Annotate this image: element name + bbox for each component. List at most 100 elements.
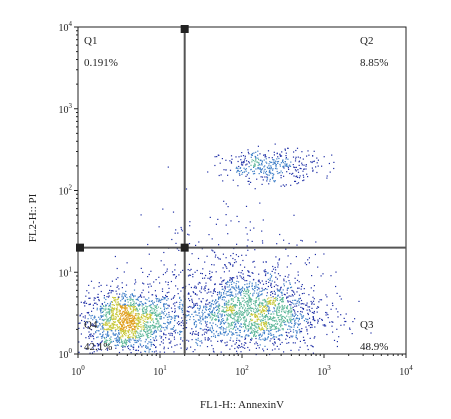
data-point <box>104 338 106 340</box>
data-point <box>248 161 250 163</box>
data-point <box>226 319 228 322</box>
data-point <box>279 321 281 323</box>
data-point <box>217 316 219 318</box>
y-tick-label: 104 <box>59 20 73 34</box>
data-point <box>188 340 190 342</box>
data-point <box>225 282 227 284</box>
data-point <box>212 317 214 319</box>
data-point <box>266 310 269 312</box>
data-point <box>122 292 124 294</box>
data-point <box>133 325 135 327</box>
data-point <box>148 336 150 339</box>
data-point <box>152 302 154 304</box>
data-point <box>272 318 274 320</box>
data-point <box>128 338 130 340</box>
data-point <box>207 277 209 279</box>
data-point <box>253 334 255 336</box>
data-point <box>205 308 207 310</box>
data-point <box>87 327 89 329</box>
data-point <box>230 298 232 300</box>
data-point <box>100 335 102 338</box>
data-point <box>202 309 204 311</box>
data-point <box>152 294 154 296</box>
data-point <box>272 320 274 322</box>
data-point <box>99 324 101 326</box>
data-point <box>299 330 301 332</box>
data-point <box>133 301 135 303</box>
data-point <box>181 303 183 305</box>
data-point <box>246 160 248 162</box>
data-point <box>177 332 179 334</box>
data-point <box>199 306 201 308</box>
data-point <box>164 315 167 317</box>
data-point <box>113 334 115 336</box>
data-point <box>118 326 121 328</box>
data-point <box>244 301 246 304</box>
data-point <box>105 315 107 317</box>
data-point <box>187 269 189 271</box>
data-point <box>250 153 252 156</box>
data-point <box>121 328 123 331</box>
data-point <box>113 316 115 318</box>
data-point <box>279 153 281 155</box>
data-point <box>120 332 122 334</box>
data-point <box>238 300 240 302</box>
data-point <box>281 291 283 293</box>
data-point <box>223 319 225 321</box>
data-point <box>241 270 243 272</box>
data-point <box>99 342 102 344</box>
data-point <box>239 334 241 336</box>
data-point <box>90 317 92 319</box>
data-point <box>212 292 214 294</box>
data-point <box>85 295 87 297</box>
data-point <box>227 315 229 317</box>
data-point <box>149 321 151 323</box>
data-point <box>284 185 286 187</box>
x-tick-label: 101 <box>153 364 167 378</box>
data-point <box>310 344 312 347</box>
data-point <box>195 321 197 323</box>
data-point <box>131 332 133 334</box>
data-point <box>276 152 278 154</box>
data-point <box>236 313 238 315</box>
data-point <box>155 335 157 337</box>
data-point <box>234 305 236 307</box>
data-point <box>255 330 257 332</box>
data-point <box>264 306 266 308</box>
data-point <box>265 323 268 325</box>
data-point <box>255 337 257 340</box>
data-point <box>118 342 121 344</box>
data-point <box>247 330 249 332</box>
data-point <box>126 321 128 323</box>
data-point <box>157 326 159 328</box>
data-point <box>139 296 141 298</box>
data-point <box>253 313 255 315</box>
data-point <box>290 320 292 322</box>
data-point <box>266 304 268 306</box>
data-point <box>98 344 100 346</box>
data-point <box>143 320 145 322</box>
data-point <box>154 329 156 331</box>
data-point <box>154 306 156 308</box>
data-point <box>124 330 126 332</box>
data-point <box>266 302 268 304</box>
data-point <box>150 328 152 331</box>
data-point <box>125 284 128 286</box>
data-point <box>130 308 132 310</box>
data-point <box>227 280 229 282</box>
data-point <box>88 335 90 338</box>
data-point <box>282 159 284 161</box>
data-point <box>243 295 245 297</box>
data-point <box>145 311 147 313</box>
data-point <box>109 308 111 310</box>
data-point <box>153 324 155 327</box>
data-point <box>135 323 137 325</box>
data-point <box>84 300 86 302</box>
data-point <box>253 308 255 310</box>
data-point <box>86 321 88 323</box>
data-point <box>303 320 305 322</box>
data-point <box>254 320 256 323</box>
data-point <box>114 333 116 335</box>
data-point <box>280 174 282 177</box>
data-point <box>106 316 108 318</box>
